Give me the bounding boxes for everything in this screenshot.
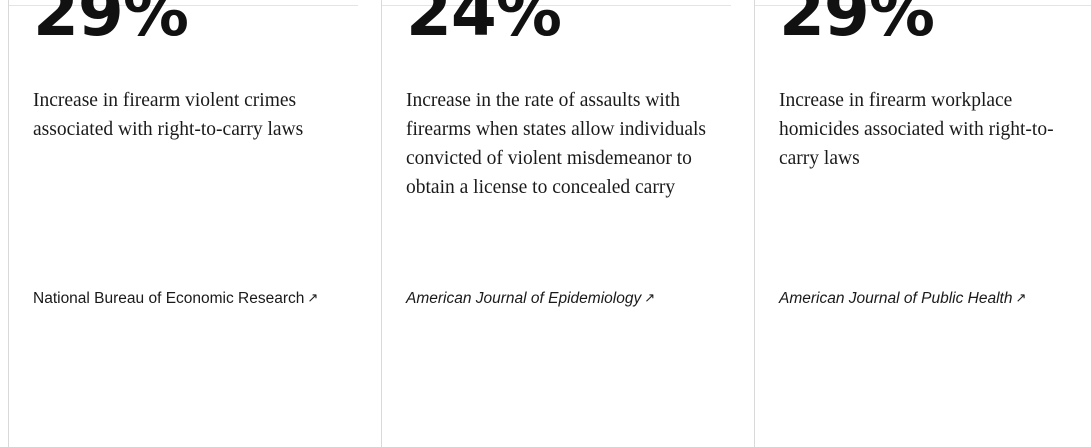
stat-description: Increase in the rate of assaults with fi… <box>406 90 707 198</box>
card-divider <box>382 5 731 6</box>
source-link[interactable]: National Bureau of Economic Research ↗ <box>33 290 318 308</box>
stat-description: Increase in firearm workplace homicides … <box>779 90 1054 169</box>
source-link[interactable]: American Journal of Epidemiology ↗ <box>406 290 655 308</box>
source-link[interactable]: American Journal of Public Health ↗ <box>779 290 1026 308</box>
stat-card: 29% Increase in firearm workplace homici… <box>754 0 1091 447</box>
source-label: American Journal of Epidemiology <box>406 290 642 307</box>
card-divider <box>9 5 358 6</box>
arrow-up-right-icon: ↗ <box>644 290 656 305</box>
stat-card: 29% Increase in firearm violent crimes a… <box>8 0 358 447</box>
stat-value: 24% <box>406 0 562 51</box>
source-label: American Journal of Public Health <box>779 290 1013 307</box>
stat-value: 29% <box>779 0 935 51</box>
stat-card: 24% Increase in the rate of assaults wit… <box>381 0 731 447</box>
arrow-up-right-icon: ↗ <box>307 290 319 305</box>
stat-value: 29% <box>33 0 189 51</box>
stat-description: Increase in firearm violent crimes assoc… <box>33 90 304 140</box>
card-divider <box>755 5 1091 6</box>
source-label: National Bureau of Economic Research <box>33 290 305 307</box>
arrow-up-right-icon: ↗ <box>1015 290 1027 305</box>
